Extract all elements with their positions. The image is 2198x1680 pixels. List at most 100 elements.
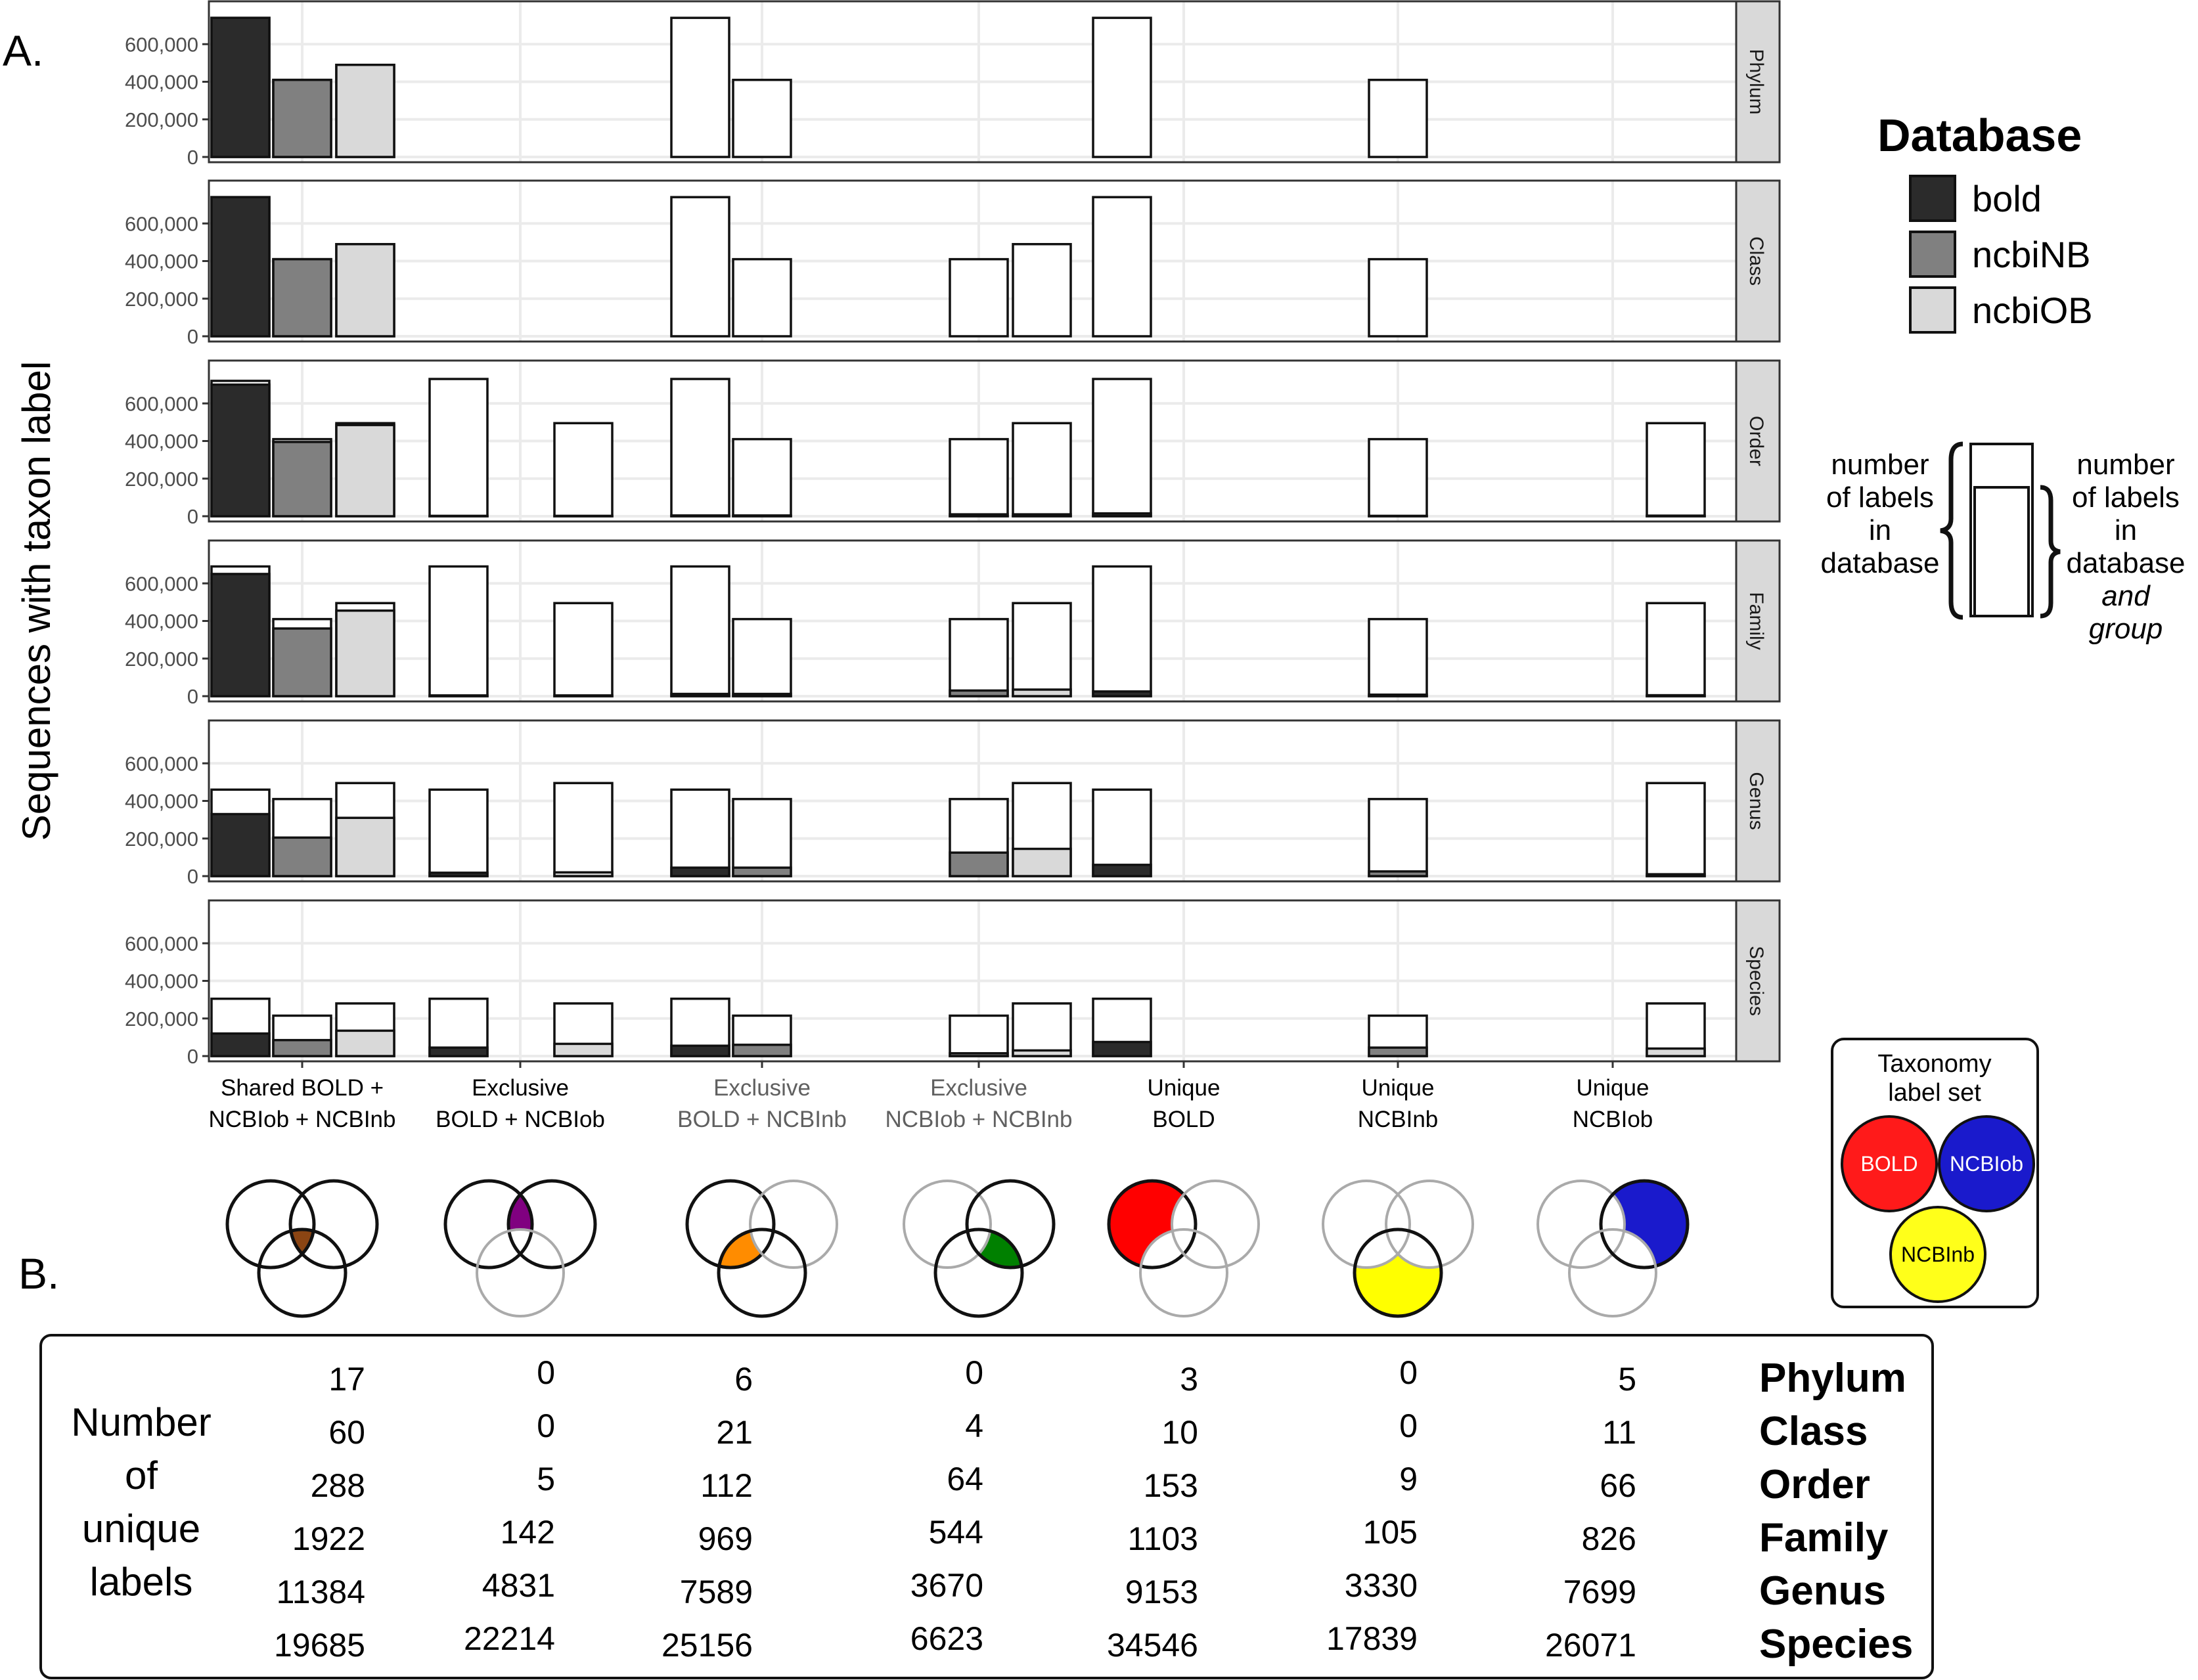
table-cell: 4 — [965, 1407, 983, 1444]
table-cell: 153 — [1144, 1467, 1198, 1504]
bar-shared — [335, 63, 395, 158]
y-tick-label: 200,000 — [125, 468, 198, 491]
bar-total — [553, 422, 614, 518]
bar-order-4-bold — [1092, 378, 1152, 518]
legend-label: ncbiNB — [1972, 234, 2091, 275]
bar-total — [1012, 422, 1072, 518]
venn-circle-outline — [1536, 1180, 1626, 1269]
bar-total — [1092, 378, 1152, 518]
key-right-label: group — [2089, 613, 2163, 645]
table-cell: 26071 — [1545, 1627, 1636, 1664]
bar-genus-3-ncbinb — [949, 797, 1009, 877]
key-left-brace — [1940, 441, 1963, 620]
bar-total — [1092, 788, 1152, 877]
bar-genus-2-bold — [670, 788, 730, 877]
facet-strip — [1735, 179, 1781, 343]
table-cell: 3670 — [910, 1567, 983, 1604]
table-cell: 5 — [537, 1461, 555, 1497]
bar-total — [732, 437, 792, 518]
legend-title: Database — [1877, 110, 2082, 161]
bar-shared — [1012, 688, 1072, 697]
y-tick-label: 200,000 — [125, 828, 198, 851]
venn-circle-outline — [443, 1179, 534, 1270]
bar-total — [670, 565, 730, 697]
bar-total — [1646, 1002, 1706, 1057]
table-cell: 0 — [1399, 1407, 1418, 1444]
bar-family-1-bold — [428, 565, 489, 697]
venn-circle-outline — [506, 1179, 597, 1270]
bar-shared — [1012, 847, 1072, 877]
table-cell: 10 — [1161, 1414, 1198, 1451]
table-cell: 21 — [716, 1414, 753, 1451]
bar-total — [1368, 617, 1428, 697]
venn-key-circle-bold: BOLD — [1841, 1115, 1938, 1212]
bar-family-2-bold — [670, 565, 730, 697]
bar-shared — [428, 1046, 489, 1057]
y-tick-label: 600,000 — [125, 572, 198, 595]
bar-total — [732, 257, 792, 338]
table-cell: 3 — [1180, 1361, 1198, 1398]
venn-circle-outline — [1385, 1180, 1474, 1269]
bar-order-0-ncbiob — [335, 422, 395, 518]
bar-order-2-bold — [670, 378, 730, 518]
table-box — [39, 1334, 1934, 1679]
bar-shared — [335, 609, 395, 697]
table-cell: 105 — [1363, 1514, 1418, 1551]
bar-shared — [210, 573, 271, 697]
table-cell: 22214 — [464, 1620, 555, 1657]
table-row-species: 19685 22214 25156 6623 34546 17839 26071 Specie… — [274, 1620, 1913, 1667]
y-tick-label: 400,000 — [125, 430, 198, 453]
table-cell: 9 — [1399, 1461, 1418, 1497]
venn-highlight — [967, 1229, 1022, 1268]
bar-total — [949, 1014, 1009, 1057]
venn-key-circle-label: NCBInb — [1901, 1243, 1975, 1266]
bar-family-0-ncbinb — [272, 617, 332, 697]
bar-order-3-ncbinb — [949, 437, 1009, 518]
y-tick-label: 600,000 — [125, 932, 198, 955]
bar-family-3-ncbinb — [949, 617, 1009, 697]
bar-family-6-ncbiob — [1646, 602, 1706, 697]
bar-order-1-ncbiob — [553, 422, 614, 518]
bar-total — [670, 378, 730, 518]
bar-shared — [670, 692, 730, 697]
bar-shared — [670, 1044, 730, 1057]
facet-genus: Genus 0 200,000 400,000 600,000 — [125, 719, 1781, 888]
bar-total — [1368, 257, 1428, 338]
table-row-title: Number — [71, 1400, 211, 1444]
bar-shared — [335, 424, 395, 518]
bar-total — [1092, 16, 1152, 158]
panel-label-a: A. — [3, 26, 43, 75]
bar-total — [1092, 196, 1152, 338]
table-cell: 7699 — [1563, 1574, 1636, 1610]
bar-shared — [335, 1029, 395, 1057]
bar-shared — [272, 627, 332, 697]
bar-shared — [272, 1038, 332, 1057]
table-cell: 11384 — [277, 1574, 365, 1610]
bar-shared — [1368, 693, 1428, 697]
bar-total — [1368, 797, 1428, 877]
bar-total — [553, 782, 614, 877]
bar-total — [670, 16, 730, 158]
legend-item-ncbinb: ncbiNB — [1909, 231, 2091, 278]
bar-total — [670, 788, 730, 877]
bar-species-1-ncbiob — [553, 1002, 614, 1057]
y-tick-label: 600,000 — [125, 33, 198, 56]
table-cell: 64 — [947, 1461, 983, 1497]
facet-strip — [1735, 899, 1781, 1063]
bar-shared — [553, 871, 614, 877]
bar-family-4-bold — [1092, 565, 1152, 697]
bar-class-3-ncbinb — [949, 257, 1009, 338]
bar-family-5-ncbinb — [1368, 617, 1428, 697]
venn-circle-outline — [965, 1179, 1056, 1270]
facet-strip — [1735, 539, 1781, 703]
y-tick-label: 400,000 — [125, 970, 198, 993]
bar-order-5-ncbinb — [1368, 437, 1428, 518]
bar-family-2-ncbinb — [732, 617, 792, 697]
table-cell: 17839 — [1326, 1620, 1418, 1657]
table-row-title: unique — [82, 1507, 200, 1551]
venn-highlight — [719, 1229, 774, 1268]
facet-strip-label: Order — [1745, 416, 1767, 466]
group-labels: Shared BOLD + NCBIob + NCBInb Exclusive BOL… — [209, 1061, 1653, 1132]
